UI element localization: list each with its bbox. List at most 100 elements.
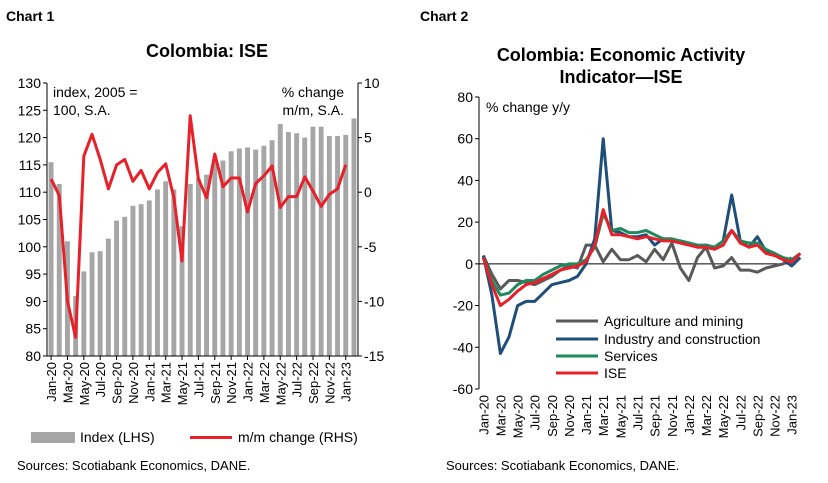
left-y-tick-label: 95 [25, 266, 41, 282]
legend-label: ISE [604, 365, 627, 381]
chart-1-panel: Chart 1 Colombia: ISE index, 2005 = 100,… [6, 8, 385, 473]
chart-1-title: Colombia: ISE [145, 41, 268, 61]
chart-1-plot: index, 2005 = 100, S.A. % change m/m, S.… [18, 75, 385, 445]
x-tick-label: Sep-20 [110, 362, 125, 404]
x-tick-label: Mar-20 [493, 395, 508, 436]
chart-2-title-line-1: Colombia: Economic Activity [496, 45, 746, 65]
index-bar [269, 140, 275, 356]
chart-1-right-axis-note: % change [282, 84, 344, 100]
x-tick-label: Jul-20 [528, 395, 543, 430]
index-bar [351, 118, 357, 356]
legend-label: Agriculture and mining [604, 313, 743, 329]
right-y-tick-label: -5 [364, 239, 377, 255]
x-tick-label: Jan-22 [241, 362, 256, 402]
left-y-tick-label: 130 [18, 75, 42, 91]
x-tick-label: Mar-20 [61, 362, 76, 403]
index-bar [236, 148, 242, 356]
index-bar [138, 204, 144, 356]
y-tick-label: -20 [453, 298, 473, 314]
x-tick-label: May-22 [273, 362, 288, 405]
x-tick-label: Jan-23 [339, 362, 354, 402]
index-bar [171, 189, 177, 356]
index-bar [81, 271, 87, 356]
x-tick-label: May-20 [511, 395, 526, 438]
x-tick-label: Mar-22 [699, 395, 714, 436]
chart-2-plot: % change y/y -60 -40 -20 0 20 40 60 80 Agricultu… [453, 89, 802, 438]
chart-2-panel: Chart 2 Colombia: Economic Activity Indi… [414, 0, 828, 483]
ise-line [481, 208, 802, 308]
right-y-tick-label: -10 [364, 293, 384, 309]
chart-1-left-axis-note: 100, S.A. [53, 102, 111, 118]
left-y-tick-label: 120 [18, 130, 42, 146]
legend-label: Services [604, 348, 658, 364]
chart-1-right-axis-note: m/m, S.A. [283, 102, 344, 118]
index-bar [294, 133, 300, 356]
left-y-tick-label: 90 [25, 293, 41, 309]
left-y-tick-label: 105 [18, 212, 42, 228]
legend-index-swatch [31, 432, 75, 443]
index-bar [179, 226, 185, 356]
index-bar [310, 126, 316, 356]
left-y-tick-label: 80 [25, 348, 41, 364]
y-tick-label: -40 [453, 339, 473, 355]
index-bar [130, 205, 136, 356]
index-bar [335, 136, 340, 356]
x-tick-label: Jul-20 [93, 362, 108, 397]
index-bar [163, 181, 169, 356]
chart-1-source: Sources: Scotiabank Economics, DANE. [17, 458, 251, 473]
x-tick-label: Sep-21 [208, 362, 223, 404]
x-tick-label: Jan-23 [785, 395, 800, 435]
x-tick-label: Mar-21 [596, 395, 611, 436]
x-tick-label: May-22 [716, 395, 731, 438]
index-bar [196, 178, 201, 356]
index-bar [326, 136, 332, 356]
mm-change-line [49, 114, 348, 339]
services-line [481, 212, 802, 297]
index-bar [97, 251, 103, 356]
x-tick-label: Sep-22 [750, 395, 765, 437]
index-bar [261, 145, 267, 356]
x-tick-label: Jul-22 [733, 395, 748, 430]
left-y-tick-label: 125 [18, 102, 42, 118]
index-bar [155, 189, 160, 356]
x-tick-label: May-21 [175, 362, 190, 405]
index-bar [245, 147, 250, 356]
y-tick-label: -60 [453, 381, 473, 397]
x-tick-label: Nov-22 [322, 362, 337, 404]
x-tick-label: Nov-20 [562, 395, 577, 437]
x-tick-label: Sep-21 [648, 395, 663, 437]
left-y-tick-label: 85 [25, 321, 41, 337]
index-bar [212, 159, 218, 356]
index-bar [48, 162, 54, 356]
index-bar [277, 124, 283, 356]
index-bar [122, 216, 128, 356]
index-bar [302, 137, 308, 356]
x-tick-label: Mar-22 [257, 362, 272, 403]
chart-2-label: Chart 2 [420, 8, 469, 24]
index-bar [187, 184, 193, 356]
x-tick-label: Jul-21 [191, 362, 206, 397]
index-bar [105, 238, 111, 356]
right-y-tick-label: 5 [364, 130, 372, 146]
legend-mm-label: m/m change (RHS) [238, 429, 358, 445]
x-tick-label: Jan-20 [476, 395, 491, 435]
chart-2-axis-note: % change y/y [486, 99, 570, 115]
y-tick-label: 20 [457, 214, 473, 230]
x-tick-label: Mar-21 [159, 362, 174, 403]
right-y-tick-label: -15 [364, 348, 384, 364]
y-tick-label: 60 [457, 131, 473, 147]
left-y-tick-label: 110 [19, 184, 42, 200]
x-tick-label: Jan-21 [142, 362, 157, 402]
y-tick-label: 80 [457, 89, 473, 105]
x-tick-label: Jul-22 [290, 362, 305, 397]
left-y-tick-label: 115 [19, 157, 42, 173]
x-tick-label: May-21 [613, 395, 628, 438]
index-bar [89, 252, 95, 356]
legend-index-label: Index (LHS) [80, 429, 155, 445]
y-tick-label: 0 [465, 256, 473, 272]
x-tick-label: Jan-20 [44, 362, 59, 402]
right-y-tick-label: 0 [364, 184, 372, 200]
x-tick-label: Nov-20 [126, 362, 141, 404]
index-bar [204, 174, 209, 356]
x-tick-label: Nov-22 [768, 395, 783, 437]
